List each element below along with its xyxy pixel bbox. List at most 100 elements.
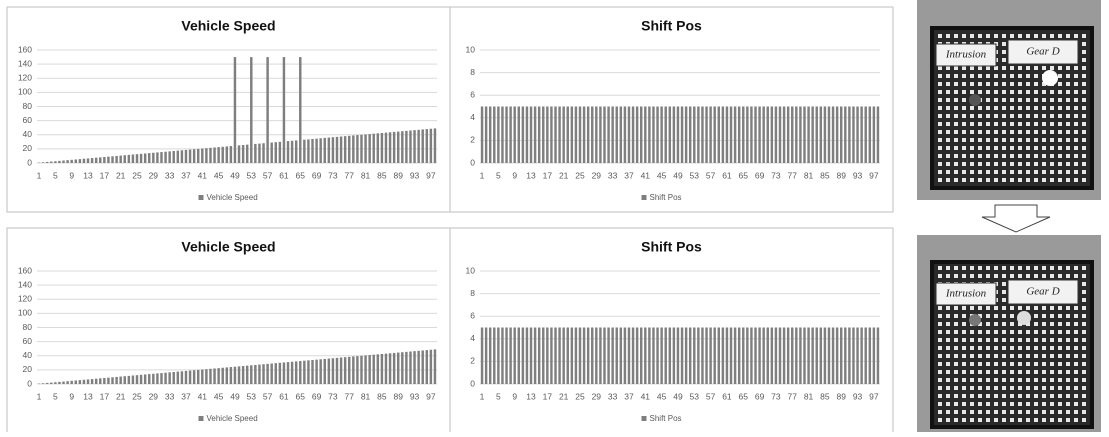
bar [283, 362, 285, 384]
figure: Intrusion Gear D Intrusion Gear D Vehicl… [0, 0, 1109, 432]
bar [497, 328, 499, 385]
legend-swatch [199, 416, 204, 421]
x-tick-label: 85 [820, 170, 830, 180]
chart-title: Shift Pos [641, 18, 702, 34]
y-tick-label: 2 [470, 356, 475, 366]
bar [364, 134, 366, 163]
bar [238, 366, 240, 384]
bar [795, 107, 797, 164]
bar [434, 128, 436, 163]
bar [164, 373, 166, 384]
bar [771, 328, 773, 385]
bar [705, 328, 707, 385]
x-tick-label: 5 [53, 391, 58, 401]
bar [860, 328, 862, 385]
bar [270, 364, 272, 384]
bar [397, 353, 399, 384]
bar [616, 328, 618, 385]
x-tick-label: 53 [247, 170, 257, 180]
bar [803, 328, 805, 385]
bar [877, 107, 879, 164]
bar [754, 107, 756, 164]
bar [856, 328, 858, 385]
bar [840, 328, 842, 385]
bar [767, 107, 769, 164]
bar [771, 107, 773, 164]
photo-label: Gear D [1026, 286, 1059, 298]
bar [66, 160, 68, 163]
x-tick-label: 33 [165, 170, 175, 180]
bar [660, 107, 662, 164]
bar [538, 107, 540, 164]
bar [656, 328, 658, 385]
bar [262, 364, 264, 384]
x-tick-label: 41 [641, 170, 651, 180]
bar [234, 57, 236, 163]
x-tick-label: 93 [410, 391, 420, 401]
x-tick-label: 49 [673, 391, 683, 401]
x-tick-label: 53 [247, 391, 257, 401]
bar [579, 107, 581, 164]
bar [787, 107, 789, 164]
bar [83, 159, 85, 163]
x-tick-label: 21 [559, 170, 569, 180]
bar [389, 353, 391, 384]
bar [554, 328, 556, 385]
bar [348, 136, 350, 163]
x-tick-label: 13 [83, 170, 93, 180]
x-tick-label: 29 [149, 391, 159, 401]
bar [664, 107, 666, 164]
x-tick-label: 13 [526, 170, 536, 180]
x-tick-label: 81 [804, 391, 814, 401]
bar [87, 379, 89, 384]
bar [656, 107, 658, 164]
x-tick-label: 97 [869, 170, 879, 180]
y-tick-label: 20 [23, 143, 33, 153]
bar [430, 129, 432, 163]
bar [140, 375, 142, 384]
bar [356, 135, 358, 163]
x-tick-label: 37 [181, 170, 191, 180]
bar [287, 141, 289, 163]
x-tick-label: 21 [116, 391, 126, 401]
bar [644, 107, 646, 164]
bar [356, 356, 358, 384]
bar [238, 145, 240, 163]
bar [856, 107, 858, 164]
bar [205, 148, 207, 163]
x-tick-label: 77 [345, 170, 355, 180]
bar [79, 380, 81, 384]
bar [307, 139, 309, 163]
arrow [982, 205, 1050, 232]
bar [824, 107, 826, 164]
bar [550, 328, 552, 385]
x-tick-label: 61 [279, 391, 289, 401]
bar [509, 107, 511, 164]
bar [173, 372, 175, 384]
x-tick-label: 17 [543, 170, 553, 180]
bar [783, 328, 785, 385]
bar [518, 107, 520, 164]
x-tick-label: 37 [624, 170, 634, 180]
bar [607, 328, 609, 385]
bar [230, 367, 232, 384]
bar [185, 150, 187, 163]
y-tick-label: 120 [18, 294, 32, 304]
y-tick-label: 4 [470, 333, 475, 343]
bar [669, 107, 671, 164]
chart-frame [7, 7, 450, 212]
bar [816, 328, 818, 385]
bar [405, 352, 407, 384]
bar [230, 146, 232, 163]
bar [513, 107, 515, 164]
bar [485, 328, 487, 385]
y-tick-label: 8 [470, 67, 475, 77]
bar [421, 350, 423, 384]
bar [803, 107, 805, 164]
x-tick-label: 49 [230, 391, 240, 401]
bar [426, 129, 428, 163]
y-tick-label: 100 [18, 87, 32, 97]
bar [413, 130, 415, 163]
bar [758, 328, 760, 385]
